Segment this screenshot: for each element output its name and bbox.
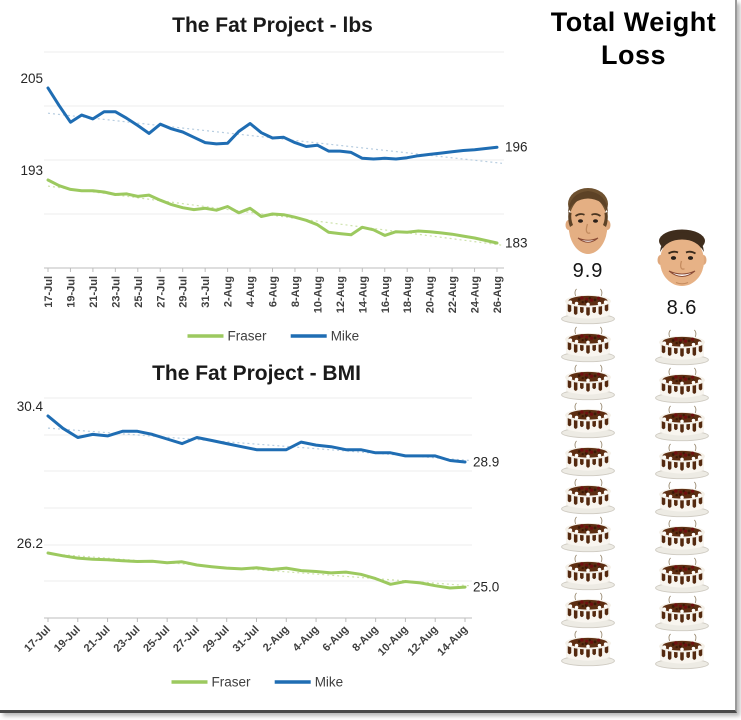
series-line-fraser [46, 551, 467, 590]
x-tick-label: 31-Jul [231, 624, 262, 655]
x-tick-label: 20-Aug [425, 276, 437, 313]
fat-project-bmi-chart: 17-Jul19-Jul21-Jul23-Jul25-Jul27-Jul29-J… [17, 362, 500, 690]
mike-face-photo [657, 229, 707, 286]
x-tick-label: 14-Aug [357, 276, 369, 313]
start-value-fraser: 193 [20, 163, 43, 178]
x-tick-label: 4-Aug [245, 276, 257, 307]
x-tick-label: 27-Jul [171, 624, 202, 655]
cake-icon [556, 440, 620, 477]
cake-icon [556, 592, 620, 629]
gridlines [44, 51, 504, 215]
x-tick-label: 26-Aug [492, 276, 504, 313]
x-tick-label: 2-Aug [223, 276, 235, 307]
series-line-fraser [46, 178, 499, 245]
x-axis-ticks [47, 618, 466, 622]
end-value-mike: 196 [505, 140, 528, 155]
cake-icon [650, 405, 714, 442]
mike-loss-value: 8.6 [666, 297, 698, 319]
legend-label-mike: Mike [315, 675, 344, 690]
cake-icon [650, 557, 714, 594]
cake-icon [556, 326, 620, 363]
x-tick-label: 29-Jul [178, 276, 190, 308]
end-value-fraser: 183 [505, 236, 528, 251]
x-tick-label: 8-Aug [290, 276, 302, 307]
fraser-cake-stack [556, 288, 620, 668]
cake-icon [650, 367, 714, 404]
x-axis-labels: 17-Jul 19-Jul 21-Jul 23-Jul 25-Jul 27-Jul 29-J… [43, 276, 504, 313]
chart-title: The Fat Project - lbs [172, 14, 373, 37]
x-tick-label: 18-Aug [402, 276, 414, 313]
start-value-mike: 30.4 [17, 399, 44, 414]
x-tick-label: 12-Aug [405, 624, 440, 659]
fraser-column: 9.9 [550, 183, 626, 668]
x-tick-label: 10-Aug [376, 624, 411, 659]
cake-icon [650, 519, 714, 556]
cake-icon [650, 633, 714, 670]
legend: Fraser Mike [187, 329, 360, 344]
x-tick-label: 25-Jul [133, 276, 145, 308]
x-tick-label: 27-Jul [155, 276, 167, 308]
x-tick-label: 4-Aug [291, 624, 322, 655]
fraser-loss-value: 9.9 [572, 260, 604, 282]
legend-label-fraser: Fraser [212, 675, 252, 690]
start-value-mike: 205 [20, 71, 43, 86]
x-tick-label: 12-Aug [335, 276, 347, 313]
x-tick-label: 29-Jul [201, 624, 232, 655]
x-tick-label: 6-Aug [268, 276, 280, 307]
cake-icon [556, 288, 620, 325]
x-tick-label: 14-Aug [435, 624, 470, 659]
x-tick-label: 23-Jul [112, 624, 143, 655]
x-tick-label: 23-Jul [110, 276, 122, 308]
x-tick-label: 19-Jul [52, 624, 83, 655]
x-tick-label: 16-Aug [380, 276, 392, 313]
cake-icon [650, 595, 714, 632]
fraser-face-photo [565, 188, 611, 254]
x-axis-labels: 17-Jul19-Jul21-Jul23-Jul25-Jul27-Jul29-J… [22, 624, 470, 659]
total-weight-loss-title: Total Weight Loss [550, 7, 717, 70]
x-tick-label: 17-Jul [22, 624, 53, 655]
total-weight-loss-panel: Total Weight Loss 9.9 [532, 0, 735, 710]
legend: Fraser Mike [171, 675, 344, 690]
fat-project-lbs-chart: 17-Jul 19-Jul 21-Jul 23-Jul 25-Jul 27-Jul 29-J… [20, 14, 528, 344]
gridlines [44, 397, 472, 582]
start-value-fraser: 26.2 [17, 536, 43, 551]
legend-label-fraser: Fraser [228, 329, 268, 344]
cake-icon [650, 481, 714, 518]
x-tick-label: 25-Jul [141, 624, 172, 655]
x-tick-label: 10-Aug [312, 276, 324, 313]
legend-label-mike: Mike [331, 329, 360, 344]
trendline-fraser [47, 185, 503, 246]
x-tick-label: 31-Jul [200, 276, 212, 308]
cake-icon [556, 554, 620, 591]
series-line-mike [46, 86, 499, 161]
x-tick-label: 21-Jul [88, 276, 100, 308]
end-value-mike: 28.9 [473, 455, 499, 470]
mike-column: 8.6 [644, 228, 720, 671]
x-tick-label: 2-Aug [261, 624, 292, 655]
x-tick-label: 22-Aug [447, 276, 459, 313]
cake-icon [556, 478, 620, 515]
x-tick-label: 19-Jul [65, 276, 77, 308]
x-tick-label: 24-Aug [470, 276, 482, 313]
series-line-mike [46, 414, 467, 464]
cake-icon [556, 516, 620, 553]
cake-icon [556, 630, 620, 667]
x-tick-label: 6-Aug [320, 624, 351, 655]
cake-icon [556, 402, 620, 439]
cake-icon [556, 364, 620, 401]
cake-icon [650, 329, 714, 366]
chart-title: The Fat Project - BMI [152, 362, 361, 385]
charts-column: 17-Jul 19-Jul 21-Jul 23-Jul 25-Jul 27-Jul 29-J… [17, 14, 528, 690]
x-tick-label: 17-Jul [43, 276, 55, 308]
cake-icon [650, 443, 714, 480]
x-axis-ticks [47, 268, 498, 272]
x-tick-label: 21-Jul [82, 624, 113, 655]
mike-cake-stack [650, 329, 714, 671]
end-value-fraser: 25.0 [473, 580, 499, 595]
